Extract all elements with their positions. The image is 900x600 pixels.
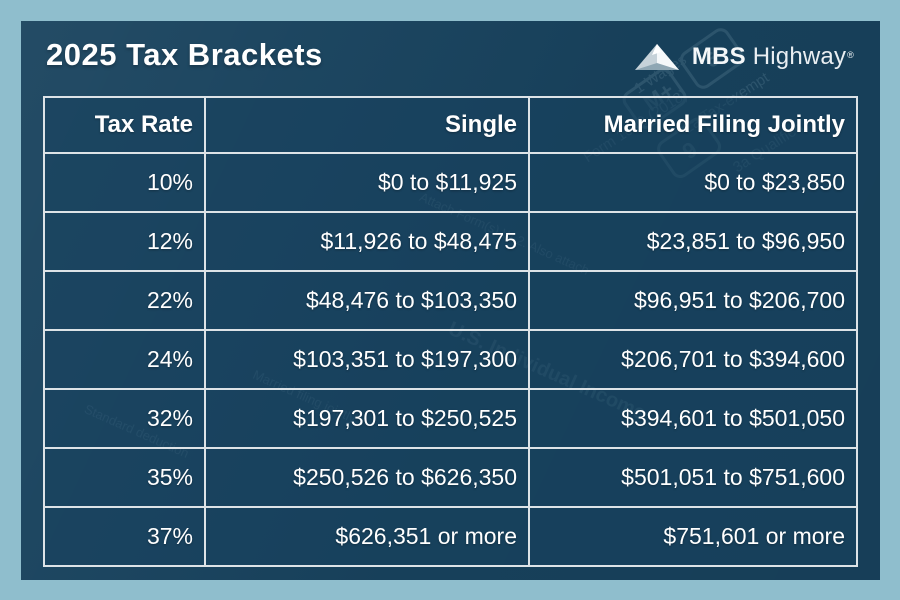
table-row: 10% $0 to $11,925 $0 to $23,850 (43, 152, 858, 213)
cell-rate: 32% (43, 388, 206, 449)
cell-single: $250,526 to $626,350 (204, 447, 530, 508)
cell-rate: 24% (43, 329, 206, 390)
header-single: Single (204, 96, 530, 154)
cell-single: $103,351 to $197,300 (204, 329, 530, 390)
cell-married: $394,601 to $501,050 (528, 388, 858, 449)
cell-rate: 10% (43, 152, 206, 213)
registered-mark: ® (847, 50, 854, 60)
cell-single: $197,301 to $250,525 (204, 388, 530, 449)
brand-text: MBS Highway® (692, 43, 854, 71)
cell-married: $501,051 to $751,600 (528, 447, 858, 508)
cell-married: $96,951 to $206,700 (528, 270, 858, 331)
table-row: 35% $250,526 to $626,350 $501,051 to $75… (43, 447, 858, 508)
table-row: 32% $197,301 to $250,525 $394,601 to $50… (43, 388, 858, 449)
tax-brackets-table: Tax Rate Single Married Filing Jointly 1… (43, 96, 858, 567)
brand-text-bold: MBS (691, 43, 746, 70)
table-row: 12% $11,926 to $48,475 $23,851 to $96,95… (43, 211, 858, 272)
table-row: 37% $626,351 or more $751,601 or more (43, 506, 858, 567)
cell-single: $11,926 to $48,475 (204, 211, 530, 272)
cell-married: $206,701 to $394,600 (528, 329, 858, 390)
header-married-filing-jointly: Married Filing Jointly (528, 96, 858, 154)
cell-married: $0 to $23,850 (528, 152, 858, 213)
page-title: 2025 Tax Brackets (46, 37, 323, 72)
cell-rate: 22% (43, 270, 206, 331)
mountain-icon (631, 43, 683, 71)
cell-rate: 37% (43, 506, 206, 567)
table-row: 24% $103,351 to $197,300 $206,701 to $39… (43, 329, 858, 390)
brand-logo: MBS Highway® (631, 43, 854, 71)
cell-married: $751,601 or more (528, 506, 858, 567)
cell-single: $626,351 or more (204, 506, 530, 567)
table-row: 22% $48,476 to $103,350 $96,951 to $206,… (43, 270, 858, 331)
cell-rate: 12% (43, 211, 206, 272)
infographic-panel: Form 1040 (2018) 1 Wages 2a Tax-exempt 3… (21, 21, 880, 580)
header-row: Tax Rate Single Married Filing Jointly (43, 96, 858, 154)
brand-text-light: Highway (752, 43, 847, 70)
cell-single: $0 to $11,925 (204, 152, 530, 213)
cell-rate: 35% (43, 447, 206, 508)
cell-married: $23,851 to $96,950 (528, 211, 858, 272)
cell-single: $48,476 to $103,350 (204, 270, 530, 331)
header-tax-rate: Tax Rate (43, 96, 206, 154)
